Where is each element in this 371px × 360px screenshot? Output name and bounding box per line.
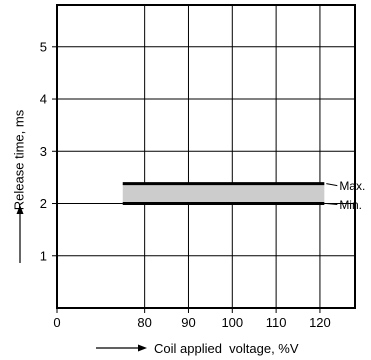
x-tick-label-4: 110 — [266, 315, 287, 330]
grid-lines — [57, 5, 355, 308]
series-leader-max — [326, 183, 338, 187]
x-tick-label-2: 90 — [181, 315, 195, 330]
series-label-max: Max. — [339, 179, 365, 193]
x-axis-label: Coil applied voltage, %V — [154, 341, 299, 356]
y-tick-label-0: 1 — [40, 248, 47, 263]
series-label-min: Min. — [339, 198, 362, 212]
plot-frame — [56, 4, 356, 309]
series-lines — [122, 182, 325, 206]
x-tick-label-0: 0 — [53, 315, 60, 330]
x-tick-label-5: 120 — [309, 315, 331, 330]
y-tick-label-2: 3 — [40, 144, 47, 159]
y-axis-arrow — [16, 205, 24, 263]
x-axis-ticks: 0 80 90 100 110 120 — [53, 308, 331, 330]
y-tick-label-4: 5 — [40, 39, 47, 54]
y-axis-label-group: Release time, ms — [11, 109, 26, 210]
y-axis-ticks: 1 2 3 4 5 — [40, 39, 57, 263]
x-axis-arrow — [96, 344, 147, 352]
y-tick-label-1: 2 — [40, 196, 47, 211]
series-leader-min — [326, 203, 338, 206]
release-band-fill — [122, 183, 325, 204]
x-tick-label-3: 100 — [221, 315, 243, 330]
y-axis-label: Release time, ms — [11, 109, 26, 210]
series-labels: Max. Min. — [326, 179, 365, 212]
x-tick-label-1: 80 — [137, 315, 151, 330]
release-band — [122, 183, 325, 204]
y-tick-label-3: 4 — [40, 92, 47, 107]
